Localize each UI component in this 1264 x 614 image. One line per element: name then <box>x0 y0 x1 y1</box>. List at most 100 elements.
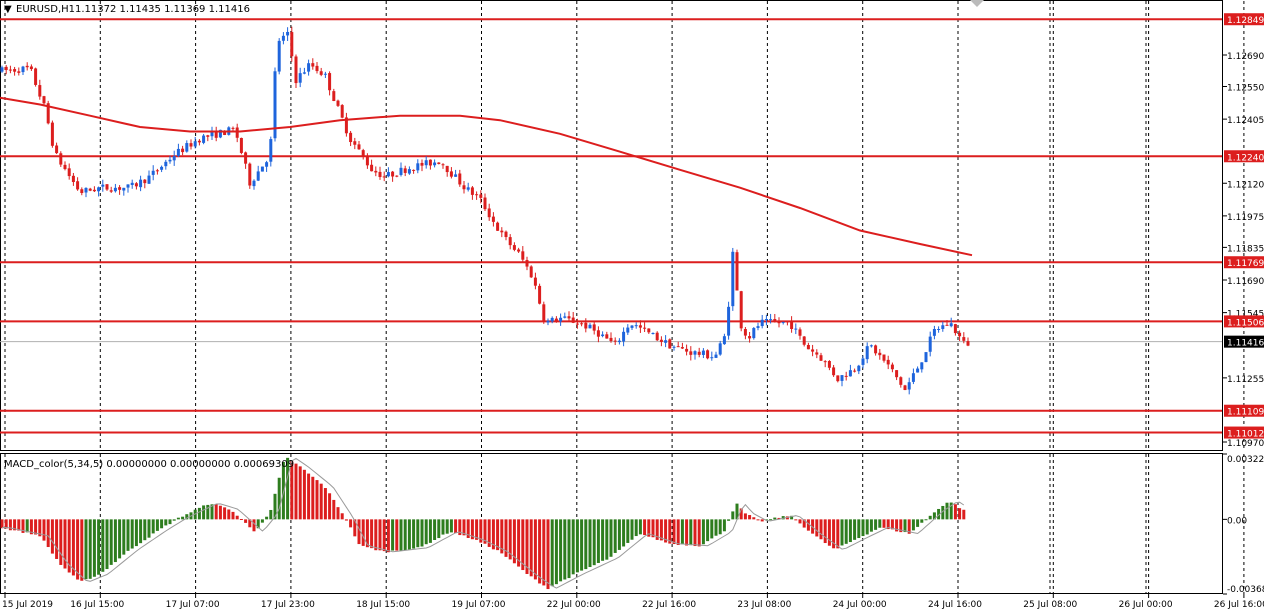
candle-body <box>685 348 689 352</box>
candle-body <box>118 187 122 190</box>
macd-bar <box>722 519 726 532</box>
macd-bar <box>504 519 508 557</box>
macd-bar <box>55 519 59 559</box>
y-tick-label: 1.12405 <box>1227 116 1264 126</box>
macd-bar <box>0 519 4 529</box>
macd-bar <box>344 519 348 521</box>
candle-body <box>160 166 164 170</box>
macd-bar <box>160 519 164 529</box>
macd-bar <box>840 519 844 546</box>
macd-bar <box>244 519 248 523</box>
candle-body <box>525 260 529 267</box>
macd-bar <box>823 519 827 544</box>
level-price-label: 1.11769 <box>1227 259 1264 269</box>
candle-body <box>214 131 218 138</box>
macd-bar <box>588 519 592 568</box>
macd-bar <box>907 519 911 534</box>
candle-body <box>714 354 718 358</box>
candle-body <box>584 322 588 329</box>
macd-bar <box>260 519 264 523</box>
macd-bar <box>806 519 810 531</box>
candle-body <box>508 237 512 246</box>
candle-body <box>869 345 873 347</box>
candle-body <box>743 329 747 336</box>
y-tick-label: 1.12690 <box>1227 52 1264 62</box>
candle-body <box>454 174 458 177</box>
macd-bar <box>491 519 495 550</box>
x-tick-label: 15 Jul 2019 <box>2 600 53 610</box>
candle-body <box>701 350 705 355</box>
candle-body <box>315 65 319 72</box>
macd-bar <box>853 519 857 540</box>
candle-body <box>802 336 806 345</box>
macd-bar <box>848 519 852 543</box>
macd-bar <box>802 519 806 528</box>
macd-bar <box>605 519 609 560</box>
candle-body <box>811 349 815 352</box>
macd-bar <box>512 519 516 564</box>
macd-bar <box>164 519 168 526</box>
current-price-label: 1.11416 <box>1227 339 1264 349</box>
candle-body <box>857 365 861 372</box>
candle-body <box>172 156 176 161</box>
candle-body <box>554 318 558 322</box>
candle-body <box>265 162 269 167</box>
macd-bar <box>685 519 689 546</box>
candle-body <box>382 176 386 178</box>
candle-body <box>92 189 96 192</box>
macd-bar <box>277 477 281 520</box>
macd-bar <box>71 519 75 576</box>
macd-bar <box>899 519 903 533</box>
macd-bar <box>424 519 428 545</box>
candle-body <box>349 132 353 143</box>
macd-bar <box>382 519 386 552</box>
candles-layer <box>0 26 970 395</box>
macd-bar <box>878 519 882 528</box>
scroll-marker-icon[interactable] <box>970 0 984 7</box>
y-tick-label: 1.12550 <box>1227 84 1264 94</box>
collapse-arrow-icon[interactable]: ▼ <box>4 4 12 15</box>
candle-body <box>827 361 831 368</box>
macd-bar <box>210 504 214 520</box>
macd-bar <box>916 519 920 527</box>
candle-body <box>63 164 67 170</box>
candle-body <box>391 171 395 177</box>
macd-bar <box>832 519 836 549</box>
candle-body <box>622 331 626 342</box>
macd-bar <box>252 519 256 532</box>
candle-body <box>55 145 59 154</box>
macd-bar <box>17 519 21 531</box>
candle-body <box>319 71 323 75</box>
candle-body <box>798 329 802 336</box>
candle-body <box>945 324 949 326</box>
macd-y-tick-label: -0.00368 <box>1227 585 1264 595</box>
candle-body <box>769 319 773 321</box>
candle-body <box>235 127 239 138</box>
candle-body <box>361 150 365 157</box>
candle-body <box>953 324 957 334</box>
macd-bar <box>580 519 584 571</box>
macd-bar <box>97 519 101 575</box>
y-tick-label: 1.11255 <box>1227 375 1264 385</box>
candle-body <box>353 141 357 145</box>
macd-bar <box>361 519 365 546</box>
candle-body <box>895 370 899 378</box>
macd-bar <box>269 509 273 520</box>
macd-bar <box>248 519 252 528</box>
macd-bar <box>798 519 802 524</box>
candle-body <box>21 66 25 73</box>
macd-bar <box>323 488 327 520</box>
candle-body <box>437 162 441 164</box>
macd-bar <box>911 519 915 531</box>
candle-body <box>260 166 264 172</box>
candle-body <box>777 321 781 324</box>
candle-body <box>269 139 273 162</box>
candle-body <box>517 249 521 252</box>
candle-body <box>378 171 382 178</box>
macd-bar <box>626 519 630 543</box>
y-tick-label: 1.11835 <box>1227 244 1264 254</box>
macd-bar <box>571 519 575 575</box>
macd-bar <box>239 518 243 520</box>
